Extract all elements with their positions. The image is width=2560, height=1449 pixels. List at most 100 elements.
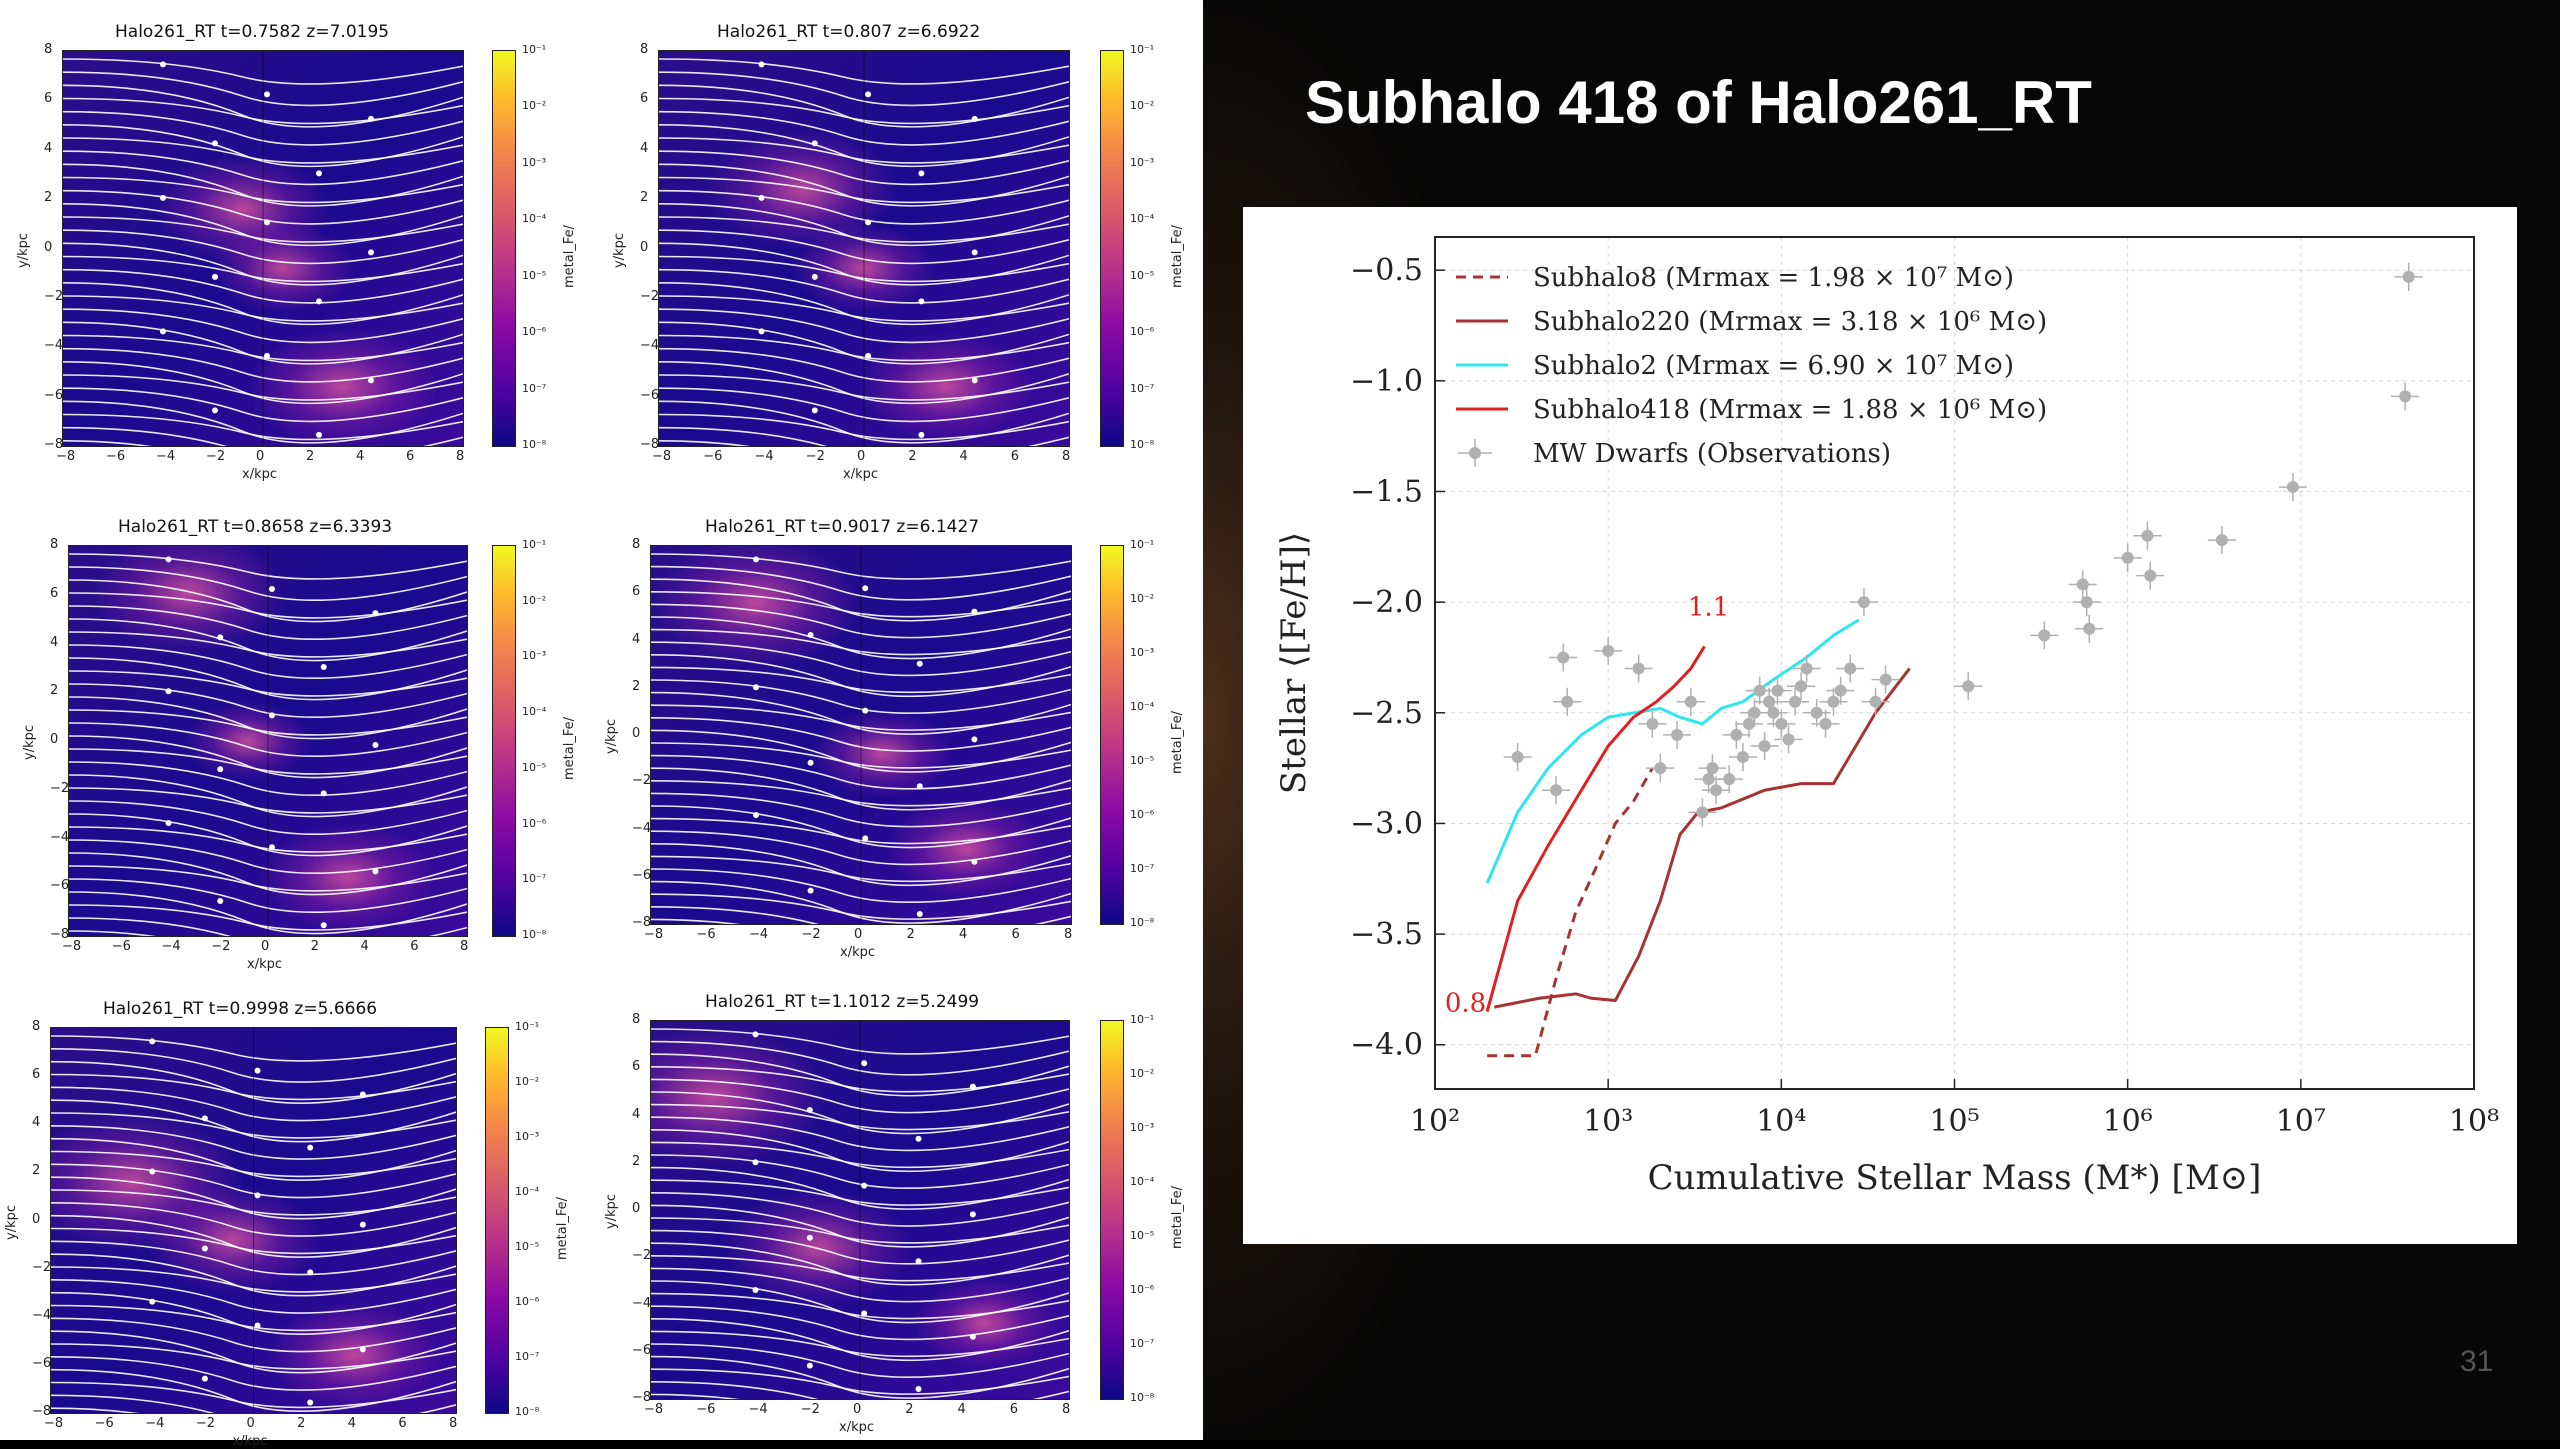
x-tick-label: 10⁷ bbox=[2276, 1104, 2326, 1139]
colorbar-tick: 10⁻⁸ bbox=[1130, 1391, 1155, 1404]
colorbar-label: metal_Fe/ bbox=[1170, 711, 1185, 774]
y-tick-label: −2 bbox=[632, 1248, 652, 1264]
x-tick-label: 4 bbox=[347, 1416, 357, 1431]
x-tick-label: −6 bbox=[111, 939, 131, 954]
y-tick-label: 2 bbox=[632, 678, 641, 694]
colorbar-tick: 10⁻⁶ bbox=[1130, 808, 1155, 821]
data-point bbox=[1696, 806, 1709, 819]
colorbar bbox=[1100, 545, 1124, 925]
data-point bbox=[1736, 751, 1749, 764]
y-tick-label: −6 bbox=[50, 878, 70, 894]
x-tick-label: 2 bbox=[306, 449, 315, 464]
data-point bbox=[1857, 596, 1870, 609]
colorbar-tick: 10⁻⁴ bbox=[522, 212, 547, 226]
x-tick-label: 2 bbox=[905, 1402, 914, 1417]
y-tick-label: −2 bbox=[50, 780, 70, 796]
colorbar-tick: 10⁻⁷ bbox=[1130, 862, 1155, 875]
colorbar-tick: 10⁻⁴ bbox=[1130, 212, 1155, 226]
panel-title: Halo261_RT t=0.8658 z=6.3393 bbox=[118, 517, 393, 537]
data-point bbox=[1834, 684, 1847, 697]
x-axis-label: x/kpc bbox=[840, 945, 876, 960]
y-tick-label: 8 bbox=[632, 1012, 641, 1027]
y-tick-label: 2 bbox=[32, 1163, 41, 1179]
colorbar-tick: 10⁻⁵ bbox=[522, 760, 547, 774]
y-tick-label: −6 bbox=[632, 1342, 652, 1358]
x-tick-label: −8 bbox=[644, 1402, 664, 1417]
y-tick-label: 0 bbox=[640, 239, 649, 255]
panel-title: Halo261_RT t=0.807 z=6.6922 bbox=[717, 22, 981, 42]
x-axis-label: x/kpc bbox=[247, 957, 283, 972]
legend-swatch bbox=[1469, 447, 1481, 459]
y-axis-label: y/kpc bbox=[604, 1193, 619, 1229]
y-tick-label: −2.5 bbox=[1350, 696, 1423, 731]
data-point bbox=[2076, 578, 2089, 591]
colorbar-tick: 10⁻³ bbox=[522, 155, 547, 169]
y-tick-label: −4 bbox=[632, 1295, 652, 1311]
colorbar-tick: 10⁻⁷ bbox=[1130, 1337, 1155, 1350]
colorbar-tick: 10⁻⁵ bbox=[522, 268, 547, 282]
series-line-2 bbox=[1485, 618, 1860, 884]
x-tick-label: 4 bbox=[360, 939, 369, 954]
y-axis-label: y/kpc bbox=[612, 232, 627, 268]
colorbar-tick: 10⁻⁷ bbox=[515, 1350, 540, 1363]
colorbar-tick: 10⁻⁸ bbox=[522, 928, 547, 941]
legend-entry: MW Dwarfs (Observations) bbox=[1533, 439, 1891, 469]
colorbar-tick: 10⁻⁵ bbox=[1130, 754, 1155, 767]
metallicity-map bbox=[650, 545, 1072, 925]
y-axis-label: Stellar ⟨[Fe/H]⟩ bbox=[1274, 532, 1314, 794]
x-axis-label: Cumulative Stellar Mass (M*) [M⊙] bbox=[1648, 1158, 2262, 1198]
y-tick-label: 8 bbox=[32, 1019, 41, 1034]
y-tick-label: −8 bbox=[32, 1404, 52, 1419]
panel-title: Halo261_RT t=1.1012 z=5.2499 bbox=[705, 992, 980, 1012]
metallicity-map bbox=[650, 1020, 1070, 1400]
colorbar-tick: 10⁻¹ bbox=[1130, 538, 1155, 551]
metallicity-map bbox=[658, 50, 1070, 447]
x-tick-label: −2 bbox=[805, 449, 825, 464]
colorbar-tick: 10⁻¹ bbox=[1130, 1013, 1155, 1026]
x-tick-label: −4 bbox=[748, 1402, 768, 1417]
data-point bbox=[1684, 695, 1697, 708]
data-point bbox=[1827, 695, 1840, 708]
y-tick-label: 4 bbox=[50, 634, 59, 650]
x-tick-label: −8 bbox=[44, 1416, 64, 1431]
y-tick-label: −2.0 bbox=[1350, 585, 1423, 620]
y-tick-label: 2 bbox=[632, 1153, 641, 1169]
y-tick-label: −4 bbox=[632, 820, 652, 836]
data-point bbox=[2402, 270, 2415, 283]
data-point bbox=[1962, 680, 1975, 693]
x-axis-label: x/kpc bbox=[839, 1420, 875, 1435]
series-line-1 bbox=[1494, 667, 1911, 1009]
data-point bbox=[2144, 569, 2157, 582]
y-tick-label: 4 bbox=[632, 1106, 641, 1122]
x-tick-label: 10⁴ bbox=[1756, 1104, 1806, 1139]
colorbar-tick: 10⁻⁵ bbox=[515, 1240, 540, 1253]
colorbar-tick: 10⁻¹ bbox=[515, 1020, 540, 1033]
data-point bbox=[2038, 629, 2051, 642]
panel-title: Halo261_RT t=0.9998 z=5.6666 bbox=[103, 999, 378, 1019]
colorbar-tick: 10⁻³ bbox=[1130, 646, 1155, 659]
x-tick-label: −8 bbox=[652, 449, 672, 464]
y-tick-label: 0 bbox=[32, 1211, 41, 1227]
streamlines bbox=[651, 546, 1071, 924]
y-tick-label: −0.5 bbox=[1350, 253, 1423, 288]
y-tick-label: −8 bbox=[50, 927, 70, 942]
colorbar-tick: 10⁻³ bbox=[1130, 1121, 1155, 1134]
data-point bbox=[1748, 706, 1761, 719]
y-tick-label: 6 bbox=[32, 1067, 41, 1083]
data-point bbox=[1654, 762, 1667, 775]
x-tick-label: −4 bbox=[749, 927, 769, 942]
x-tick-label: 6 bbox=[410, 939, 419, 954]
colorbar-tick: 10⁻⁵ bbox=[1130, 1229, 1155, 1242]
data-point bbox=[2083, 622, 2096, 635]
x-tick-label: 2 bbox=[906, 927, 915, 942]
x-tick-label: −4 bbox=[156, 449, 176, 464]
x-tick-label: 4 bbox=[957, 1402, 966, 1417]
data-point bbox=[1702, 773, 1715, 786]
y-tick-label: −4 bbox=[640, 338, 660, 354]
x-tick-label: 10³ bbox=[1583, 1104, 1633, 1139]
x-tick-label: −6 bbox=[696, 1402, 716, 1417]
x-tick-label: 2 bbox=[297, 1416, 306, 1431]
y-tick-label: −6 bbox=[44, 387, 64, 403]
y-tick-label: 0 bbox=[632, 726, 641, 741]
data-point bbox=[1550, 784, 1563, 797]
